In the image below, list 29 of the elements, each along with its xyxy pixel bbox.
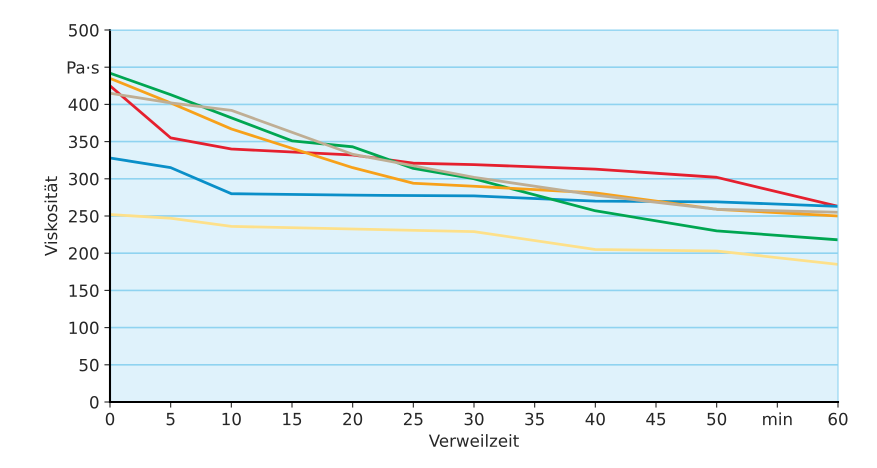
x-tick-label: 0 — [106, 412, 114, 426]
x-tick-label: 20 — [343, 412, 362, 426]
x-tick-label: 50 — [707, 412, 726, 426]
x-tick-label: 45 — [646, 412, 666, 426]
y-tick-label: 500 — [69, 24, 98, 37]
x-tick-label: 30 — [464, 412, 484, 426]
y-tick-label: 400 — [68, 98, 98, 111]
y-tick-label: 100 — [70, 322, 98, 334]
line-series — [110, 72, 838, 242]
y-axis-title: Viskosität — [44, 176, 58, 256]
y-tick-label: 150 — [70, 284, 98, 297]
y-tick-label: 0 — [90, 396, 98, 409]
line-series — [110, 213, 838, 266]
x-tick-label: 40 — [586, 412, 605, 426]
x-tick-label: 60 — [828, 412, 848, 426]
x-tick-label: 35 — [525, 412, 544, 426]
y-tick-label: 50 — [80, 358, 98, 372]
y-tick-label: 250 — [68, 210, 98, 223]
line-series — [110, 156, 838, 208]
y-tick-label: 350 — [69, 136, 98, 148]
x-tick-label: 10 — [222, 412, 241, 426]
x-tick-label: 25 — [404, 412, 422, 426]
x-tick-label: 15 — [283, 412, 302, 426]
y-tick-label: 300 — [69, 172, 98, 186]
y-tick-label: Pa·s — [68, 61, 99, 74]
x-axis-title: Verweilzeit — [428, 434, 519, 448]
x-tick-label: 5 — [166, 412, 175, 426]
y-tick-label: 200 — [68, 247, 98, 260]
x-tick-label: min — [763, 412, 792, 426]
